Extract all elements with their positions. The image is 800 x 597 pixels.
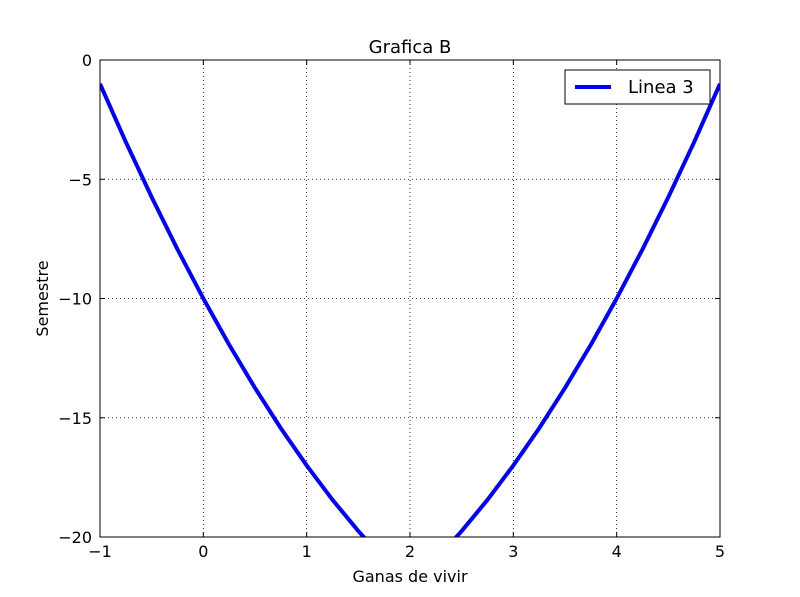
x-tick-label: 3 [508,542,518,561]
chart-title: Grafica B [369,37,452,58]
series-line-linea-3 [100,83,720,537]
y-tick-label: −15 [58,409,92,428]
legend: Linea 3 [564,69,711,105]
x-tick-labels: −1 0 1 2 3 4 5 [88,542,725,561]
legend-label-linea-3: Linea 3 [628,77,694,98]
y-tick-label: −20 [58,528,92,547]
x-tick-label: −1 [88,542,112,561]
x-tick-label: 4 [612,542,622,561]
x-tick-label: 2 [405,542,415,561]
y-tick-label: 0 [82,51,92,70]
x-tick-label: 0 [198,542,208,561]
ticks [99,59,721,538]
y-tick-labels: 0 −5 −10 −15 −20 [58,51,92,547]
x-tick-label: 1 [302,542,312,561]
x-tick-label: 5 [715,542,725,561]
y-tick-label: −5 [68,170,92,189]
x-axis-label: Ganas de vivir [352,567,467,586]
y-tick-label: −10 [58,290,92,309]
legend-box [564,69,711,105]
y-axis-label: Semestre [33,260,52,336]
